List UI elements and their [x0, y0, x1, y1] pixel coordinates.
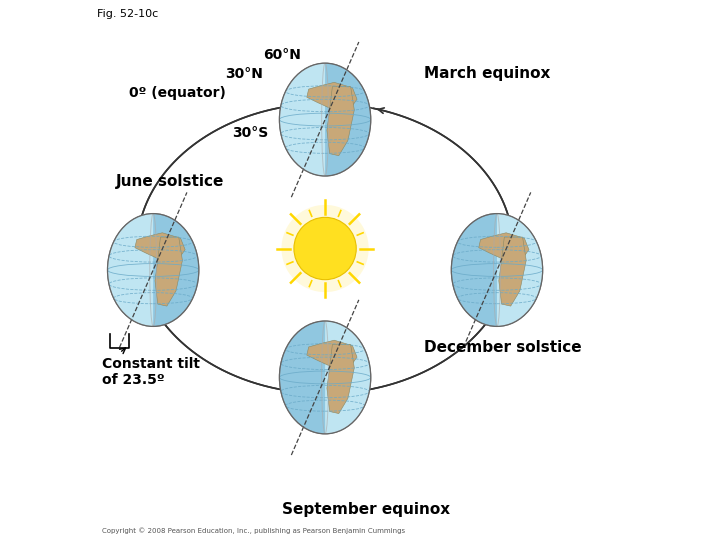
- Polygon shape: [307, 82, 357, 111]
- Text: Constant tilt
of 23.5º: Constant tilt of 23.5º: [102, 357, 200, 387]
- Ellipse shape: [282, 205, 369, 292]
- Polygon shape: [327, 345, 354, 414]
- Text: March equinox: March equinox: [425, 66, 551, 82]
- Text: 60°N: 60°N: [263, 48, 301, 62]
- Polygon shape: [479, 233, 529, 261]
- Ellipse shape: [451, 214, 543, 326]
- Polygon shape: [155, 237, 182, 306]
- Polygon shape: [279, 63, 325, 176]
- Text: Copyright © 2008 Pearson Education, Inc., publishing as Pearson Benjamin Cumming: Copyright © 2008 Pearson Education, Inc.…: [102, 528, 405, 534]
- Text: June solstice: June solstice: [116, 174, 224, 189]
- Text: 0º (equator): 0º (equator): [129, 86, 225, 100]
- Polygon shape: [451, 214, 497, 326]
- Polygon shape: [153, 214, 199, 326]
- Ellipse shape: [294, 218, 356, 280]
- Text: 30°N: 30°N: [225, 67, 264, 81]
- Polygon shape: [279, 321, 325, 434]
- Polygon shape: [107, 214, 153, 326]
- Polygon shape: [375, 350, 389, 366]
- Ellipse shape: [107, 214, 199, 326]
- Ellipse shape: [279, 321, 371, 434]
- Text: Fig. 52-10c: Fig. 52-10c: [96, 9, 158, 19]
- Polygon shape: [135, 233, 185, 261]
- Polygon shape: [307, 340, 357, 369]
- Polygon shape: [497, 214, 543, 326]
- Polygon shape: [547, 243, 561, 259]
- Polygon shape: [325, 63, 371, 176]
- Polygon shape: [327, 86, 354, 156]
- Ellipse shape: [279, 63, 371, 176]
- Polygon shape: [499, 237, 526, 306]
- Text: September equinox: September equinox: [282, 502, 450, 517]
- Text: December solstice: December solstice: [425, 340, 582, 355]
- Text: 30°S: 30°S: [233, 126, 269, 140]
- Polygon shape: [325, 321, 371, 434]
